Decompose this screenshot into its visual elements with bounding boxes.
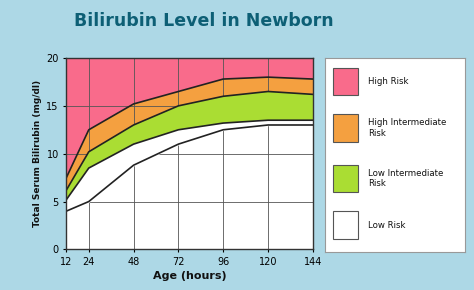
Text: Low Risk: Low Risk: [368, 221, 406, 230]
Text: High Intermediate
Risk: High Intermediate Risk: [368, 118, 447, 138]
X-axis label: Age (hours): Age (hours): [153, 271, 227, 281]
Bar: [333, 211, 358, 239]
Text: Bilirubin Level in Newborn: Bilirubin Level in Newborn: [74, 12, 334, 30]
Bar: [333, 114, 358, 142]
Text: Low Intermediate
Risk: Low Intermediate Risk: [368, 169, 443, 188]
Text: High Risk: High Risk: [368, 77, 409, 86]
Bar: [333, 68, 358, 95]
Y-axis label: Total Serum Bilirubin (mg/dl): Total Serum Bilirubin (mg/dl): [33, 80, 42, 227]
Bar: [333, 165, 358, 192]
